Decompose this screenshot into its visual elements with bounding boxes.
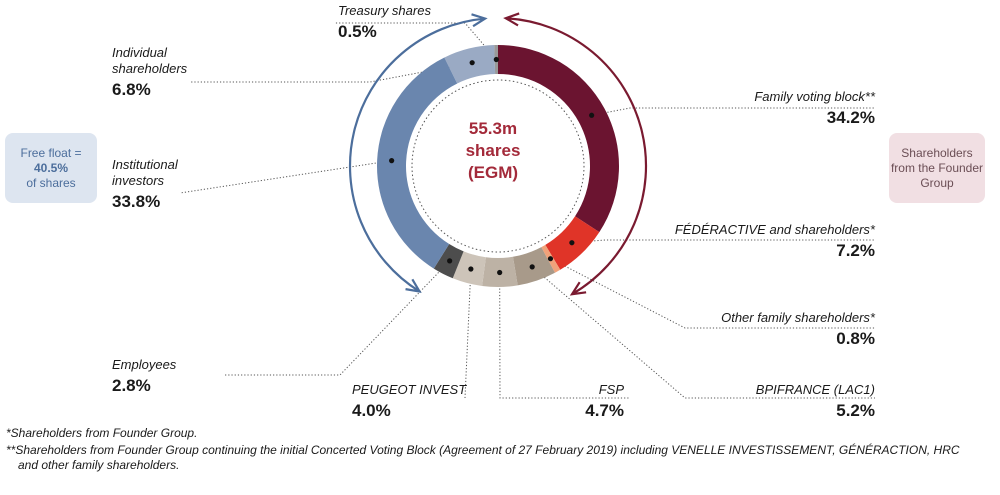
- slice-7: [376, 57, 458, 269]
- slice-value: 0.8%: [836, 329, 875, 348]
- donut-slices: [376, 45, 619, 287]
- free-float-value: 40.5%: [33, 160, 69, 175]
- slice-value: 4.0%: [352, 401, 391, 420]
- label-treasury-shares: Treasury shares 0.5%: [338, 3, 431, 42]
- free-float-prefix: Free float =: [20, 145, 82, 160]
- slice-name: Employees: [112, 357, 177, 372]
- slice-value: 7.2%: [836, 241, 875, 260]
- label-fsp: FSP 4.7%: [544, 382, 624, 421]
- slice-name: Individual shareholders: [112, 45, 188, 76]
- leader-line-4: [499, 272, 630, 399]
- slice-name: BPIFRANCE (LAC1): [755, 382, 875, 397]
- footnote-3: and other family shareholders.: [18, 458, 180, 472]
- slice-value: 33.8%: [112, 192, 161, 211]
- slice-name: Institutional investors: [112, 157, 178, 188]
- leader-line-6: [225, 260, 451, 376]
- label-institutional-investors: Institutional investors 33.8%: [112, 157, 222, 212]
- footnote-2: **Shareholders from Founder Group contin…: [6, 443, 960, 457]
- slice-name: Family voting block**: [754, 89, 875, 104]
- leader-dots: [389, 56, 595, 276]
- leader-dot-9: [493, 56, 499, 63]
- slice-name: PEUGEOT INVEST: [352, 382, 467, 397]
- label-peugeot-invest: PEUGEOT INVEST 4.0%: [352, 382, 466, 421]
- footnote-1: *Shareholders from Founder Group.: [6, 426, 198, 440]
- center-line-1: 55.3m: [468, 119, 518, 138]
- leader-dot-2: [547, 256, 554, 262]
- slice-value: 5.2%: [836, 401, 875, 420]
- slice-name: FSP: [598, 382, 624, 397]
- slice-0: [498, 45, 619, 233]
- slice-value: 2.8%: [112, 376, 151, 395]
- label-federactive: FÉDÉRACTIVE and shareholders* 7.2%: [655, 222, 875, 261]
- slice-value: 6.8%: [112, 80, 151, 99]
- slice-value: 0.5%: [338, 22, 377, 41]
- free-float-arrow: [348, 13, 488, 293]
- leader-line-2: [550, 258, 875, 329]
- leader-dot-6: [447, 258, 453, 264]
- label-bpifrance: BPIFRANCE (LAC1) 5.2%: [715, 382, 875, 421]
- leader-dot-8: [469, 60, 475, 66]
- leader-line-5: [464, 268, 472, 399]
- center-label: 55.3m shares (EGM): [433, 118, 553, 184]
- slice-name: Treasury shares: [338, 3, 431, 18]
- leader-dot-4: [497, 269, 503, 276]
- leader-dot-3: [529, 264, 535, 270]
- slice-name: Other family shareholders*: [721, 310, 875, 325]
- founder-group-badge: Shareholders from the Founder Group: [889, 133, 985, 203]
- slice-value: 4.7%: [585, 401, 624, 420]
- center-line-2: shares: [465, 141, 521, 160]
- leader-dot-7: [389, 158, 395, 164]
- label-family-voting-block: Family voting block** 34.2%: [715, 89, 875, 128]
- label-other-family-shareholders: Other family shareholders* 0.8%: [675, 310, 875, 349]
- founder-group-label: Shareholders from the Founder Group: [890, 145, 984, 190]
- founder-group-arrow: [503, 12, 648, 296]
- label-individual-shareholders: Individual shareholders 6.8%: [112, 45, 222, 100]
- slice-value: 34.2%: [826, 108, 875, 127]
- leader-dot-0: [589, 112, 595, 118]
- leader-line-7: [179, 160, 392, 194]
- label-employees: Employees 2.8%: [112, 357, 176, 396]
- slice-name: FÉDÉRACTIVE and shareholders*: [674, 222, 875, 237]
- center-line-3: (EGM): [467, 163, 519, 182]
- free-float-badge: Free float = 40.5% of shares: [5, 133, 97, 203]
- slice-8: [444, 45, 496, 84]
- leader-dot-5: [468, 266, 474, 272]
- free-float-suffix: of shares: [26, 175, 76, 190]
- leader-dot-1: [569, 240, 575, 246]
- inner-dotted-circle: [411, 79, 585, 253]
